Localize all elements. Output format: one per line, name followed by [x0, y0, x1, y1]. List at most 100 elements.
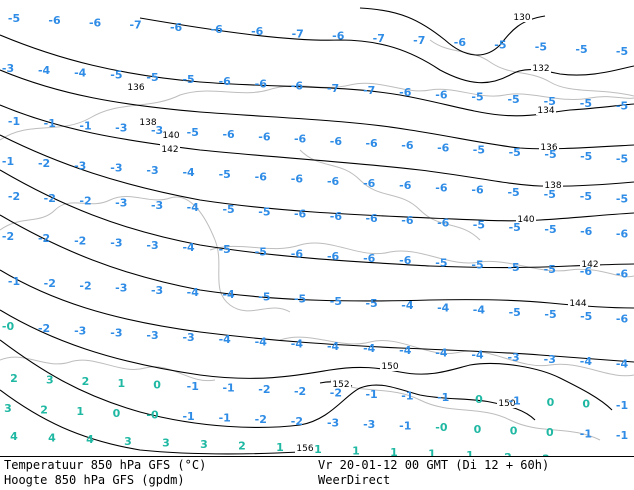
temperature-value: -6: [401, 139, 414, 152]
temperature-value: -6: [437, 141, 450, 154]
temperature-value: -6: [291, 173, 304, 186]
temperature-value: -6: [48, 14, 61, 27]
temperature-value: -5: [473, 144, 485, 157]
temperature-value: -6: [219, 75, 232, 88]
temperature-value: -3: [115, 282, 127, 295]
height-label-bg: [512, 12, 532, 22]
temperature-value: -5: [535, 41, 547, 54]
height-label-bg: [380, 361, 400, 371]
temperature-value: -5: [544, 223, 556, 236]
temperature-value: -4: [401, 299, 414, 312]
temperature-value: 1: [117, 377, 125, 390]
temperature-value: 0: [547, 396, 555, 409]
temperature-value: -7: [327, 82, 339, 95]
height-label: 152: [332, 380, 349, 390]
contour-144: [0, 214, 634, 309]
temperature-value: -5: [507, 93, 519, 106]
temperature-value: -6: [332, 30, 345, 43]
temperature-value: -1: [2, 155, 14, 168]
height-label: 144: [569, 299, 586, 309]
temperature-value: 1: [466, 449, 474, 456]
temperature-value: -3: [151, 199, 163, 212]
height-label-bg: [160, 144, 180, 154]
temperature-value: -5: [509, 306, 521, 319]
temperature-value: -5: [187, 126, 199, 139]
height-label: 134: [537, 106, 554, 116]
temperature-value: -4: [291, 338, 304, 351]
temperature-value: -5: [471, 91, 483, 104]
temperature-value: 3: [46, 374, 54, 387]
temperature-value: -1: [509, 394, 521, 407]
temperature-value: -3: [2, 62, 14, 75]
temperature-value: 0: [582, 398, 590, 411]
height-label-bg: [126, 82, 146, 92]
temperature-value: -4: [74, 66, 87, 79]
temperature-value: -3: [115, 122, 127, 135]
temperature-value: -6: [399, 179, 412, 192]
temperature-value: -7: [363, 84, 375, 97]
temperature-value: -0: [2, 320, 15, 333]
temperature-value: -6: [327, 250, 340, 263]
temperature-value: 3: [200, 438, 208, 451]
height-label-bg: [295, 443, 315, 453]
temperature-value: -5: [616, 45, 628, 58]
temperature-value: -4: [182, 241, 195, 254]
contour-132: [139, 17, 634, 84]
temperature-value: -6: [365, 212, 378, 225]
temperature-value: 4: [10, 430, 18, 443]
temperature-value: -5: [507, 186, 519, 199]
height-label-bg: [536, 105, 556, 115]
height-label: 156: [296, 444, 313, 454]
temperature-value: -6: [330, 210, 343, 223]
temperature-value: -0: [146, 408, 159, 421]
temperature-value: -5: [294, 293, 306, 306]
height-label: 132: [532, 64, 549, 74]
temperature-value: -4: [182, 166, 195, 179]
temperature-value: -6: [258, 130, 271, 143]
temperature-value: -2: [38, 322, 50, 335]
height-label-bg: [516, 214, 536, 224]
temperature-value: -5: [258, 205, 270, 218]
height-label: 136: [540, 143, 557, 153]
coastline-north: [0, 82, 634, 141]
temperature-value: -3: [110, 327, 122, 340]
border-south: [279, 336, 634, 377]
temperature-value: -6: [255, 77, 268, 90]
temperature-value: 4: [86, 433, 94, 446]
temperature-value: -7: [373, 32, 385, 45]
temperature-value: -6: [251, 25, 264, 38]
height-label: 140: [517, 215, 534, 225]
temperature-value: 1: [352, 444, 360, 456]
temperature-value: -5: [616, 99, 628, 112]
temperature-value: -5: [580, 310, 592, 323]
temperature-value: -4: [399, 344, 412, 357]
temperature-value: -3: [146, 164, 158, 177]
temperature-value: -4: [219, 333, 232, 346]
contour-148: [0, 309, 613, 411]
temperature-value: -5: [330, 295, 342, 308]
temperature-value: -1: [8, 115, 20, 128]
height-label: 136: [127, 83, 144, 93]
temperature-value: -2: [291, 415, 303, 428]
temperature-value: -6: [89, 16, 102, 29]
temperature-value: -1: [365, 388, 377, 401]
contour-150: [0, 339, 536, 428]
temperature-value: -6: [294, 133, 307, 146]
caption-temperature: Temperatuur 850 hPa GFS (°C): [4, 458, 207, 472]
height-label: 142: [161, 145, 178, 155]
height-label-bg: [580, 259, 600, 269]
temperature-value: -6: [454, 36, 467, 49]
temperature-value: -5: [616, 152, 628, 165]
temperature-value: -4: [363, 342, 376, 355]
border-southwest: [0, 356, 216, 382]
temperature-value: -5: [219, 243, 231, 256]
caption-run-time: Vr 20-01-12 00 GMT (Di 12 + 60h): [318, 458, 550, 472]
temperature-value: -5: [544, 148, 556, 161]
temperature-value: -3: [327, 416, 339, 429]
temperature-value: -6: [399, 254, 412, 267]
temperature-value: -5: [616, 192, 628, 205]
temperature-value: -2: [74, 234, 86, 247]
temperature-value: -3: [151, 284, 163, 297]
temperature-value: -5: [544, 263, 556, 276]
temperature-value: -0: [435, 421, 448, 434]
